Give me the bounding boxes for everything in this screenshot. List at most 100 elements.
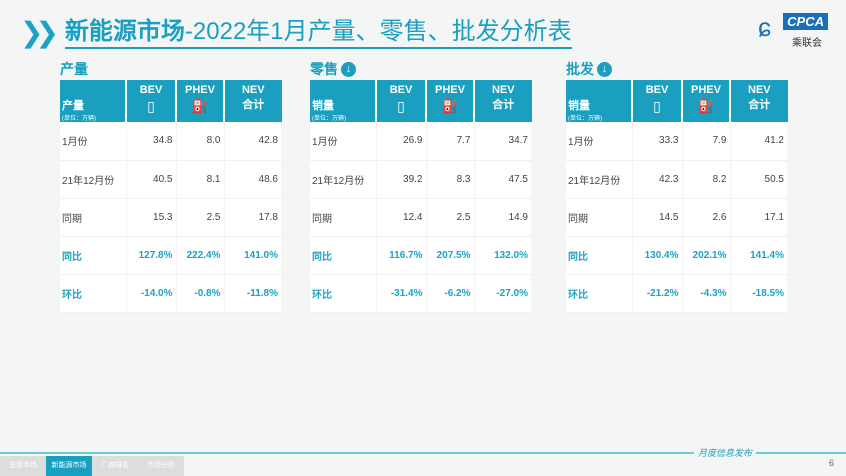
cell-value: 8.0 [176, 122, 225, 161]
cell-value: -11.8% [224, 274, 282, 313]
cell-value: 8.3 [426, 160, 475, 199]
nev-label: NEV [747, 84, 771, 96]
charger-icon: ⛽ [697, 98, 715, 114]
row-label: 21年12月份 [60, 160, 127, 199]
header-nev: NEV 合计 [730, 80, 788, 122]
section-title-text: 批发 [566, 61, 594, 77]
cell-value: 12.4 [376, 198, 427, 237]
arrow-down-icon: ↓ [597, 61, 612, 77]
header-unit: (单位：万辆) [312, 115, 346, 122]
logo-swirl-icon: ɕ [758, 12, 771, 42]
row-label: 1月份 [566, 122, 633, 161]
cell-value: 15.3 [126, 198, 177, 237]
section-title: 零售 ↓ [310, 58, 532, 80]
table-row: 21年12月份 39.2 8.3 47.5 [310, 160, 532, 199]
row-label: 同比 [566, 236, 633, 275]
row-label: 环比 [566, 274, 633, 313]
double-chevron-icon: ❯❯ [20, 17, 59, 48]
table-row: 同期 15.3 2.5 17.8 [60, 198, 282, 237]
table-row: 环比 -21.2% -4.3% -18.5% [566, 274, 788, 313]
row-label: 同期 [310, 198, 377, 237]
header-label: 销量 (单位：万辆) [310, 80, 377, 122]
cell-value: 14.5 [632, 198, 683, 237]
cell-value: 2.5 [176, 198, 225, 237]
phev-label: PHEV [691, 84, 721, 96]
footer-tab[interactable]: 总体市场 [0, 456, 46, 476]
row-label: 21年12月份 [566, 160, 633, 199]
footer-tab[interactable]: 市场分析 [138, 456, 184, 476]
footer-tab-active[interactable]: 新能源市场 [46, 456, 92, 476]
table-row: 同比 116.7% 207.5% 132.0% [310, 236, 532, 275]
row-label: 同期 [60, 198, 127, 237]
footer-tab[interactable]: 厂商排名 [92, 456, 138, 476]
header-phev: PHEV ⛽ [176, 80, 225, 122]
cell-value: 2.5 [426, 198, 475, 237]
cell-value: 207.5% [426, 236, 475, 275]
cell-value: 14.9 [474, 198, 532, 237]
table-row: 1月份 26.9 7.7 34.7 [310, 122, 532, 161]
bev-label: BEV [645, 84, 669, 96]
cell-value: 8.1 [176, 160, 225, 199]
table-row: 同比 130.4% 202.1% 141.4% [566, 236, 788, 275]
data-table: 销量 (单位：万辆) BEV ▯ PHEV ⛽ NEV 合计 1月份 33.3 7.9 41.2… [566, 80, 788, 313]
row-label: 1月份 [310, 122, 377, 161]
phev-label: PHEV [185, 84, 215, 96]
cell-value: 42.8 [224, 122, 282, 161]
cpca-logo: ɕ CPCA 乘联会 [756, 10, 828, 50]
table-row: 环比 -14.0% -0.8% -11.8% [60, 274, 282, 313]
data-table: 销量 (单位：万辆) BEV ▯ PHEV ⛽ NEV 合计 1月份 26.9 7.7 34.7… [310, 80, 532, 313]
nev-label: NEV [241, 84, 265, 96]
header-metric: 销量 [312, 99, 334, 112]
cell-value: 40.5 [126, 160, 177, 199]
table-row: 1月份 33.3 7.9 41.2 [566, 122, 788, 161]
battery-icon: ▯ [147, 98, 155, 114]
footer-divider [0, 452, 846, 454]
row-label: 1月份 [60, 122, 127, 161]
nev-total-label: 合计 [748, 99, 771, 111]
battery-icon: ▯ [397, 98, 405, 114]
cell-value: 141.0% [224, 236, 282, 275]
header-bev: BEV ▯ [632, 80, 683, 122]
cell-value: 141.4% [730, 236, 788, 275]
cell-value: -0.8% [176, 274, 225, 313]
cell-value: 17.8 [224, 198, 282, 237]
bev-label: BEV [389, 84, 413, 96]
table-row: 1月份 34.8 8.0 42.8 [60, 122, 282, 161]
phev-label: PHEV [435, 84, 465, 96]
cell-value: -21.2% [632, 274, 683, 313]
cell-value: 132.0% [474, 236, 532, 275]
cell-value: -14.0% [126, 274, 177, 313]
logo-text: CPCA [783, 13, 828, 30]
cell-value: 222.4% [176, 236, 225, 275]
cell-value: 2.6 [682, 198, 731, 237]
cell-value: -31.4% [376, 274, 427, 313]
header-nev: NEV 合计 [224, 80, 282, 122]
table-row: 同比 127.8% 222.4% 141.0% [60, 236, 282, 275]
table-row: 同期 14.5 2.6 17.1 [566, 198, 788, 237]
battery-icon: ▯ [653, 98, 661, 114]
page-number: 6 [828, 458, 834, 468]
section-title: 批发 ↓ [566, 58, 788, 80]
title-bold: 新能源市场 [64, 17, 185, 45]
logo-cn: 乘联会 [792, 38, 822, 49]
table-row: 环比 -31.4% -6.2% -27.0% [310, 274, 532, 313]
header-metric: 销量 [568, 99, 590, 112]
header-phev: PHEV ⛽ [426, 80, 475, 122]
row-label: 同比 [310, 236, 377, 275]
header-label: 销量 (单位：万辆) [566, 80, 633, 122]
header-bev: BEV ▯ [376, 80, 427, 122]
cell-value: 26.9 [376, 122, 427, 161]
section-title-text: 产量 [60, 61, 88, 77]
cell-value: 116.7% [376, 236, 427, 275]
cell-value: 34.7 [474, 122, 532, 161]
cell-value: 7.9 [682, 122, 731, 161]
header-bev: BEV ▯ [126, 80, 177, 122]
nev-total-label: 合计 [492, 99, 515, 111]
nev-label: NEV [491, 84, 515, 96]
cell-value: -6.2% [426, 274, 475, 313]
row-label: 环比 [310, 274, 377, 313]
cell-value: 127.8% [126, 236, 177, 275]
section-title: 产量 [60, 58, 282, 80]
row-label: 同比 [60, 236, 127, 275]
cell-value: 42.3 [632, 160, 683, 199]
